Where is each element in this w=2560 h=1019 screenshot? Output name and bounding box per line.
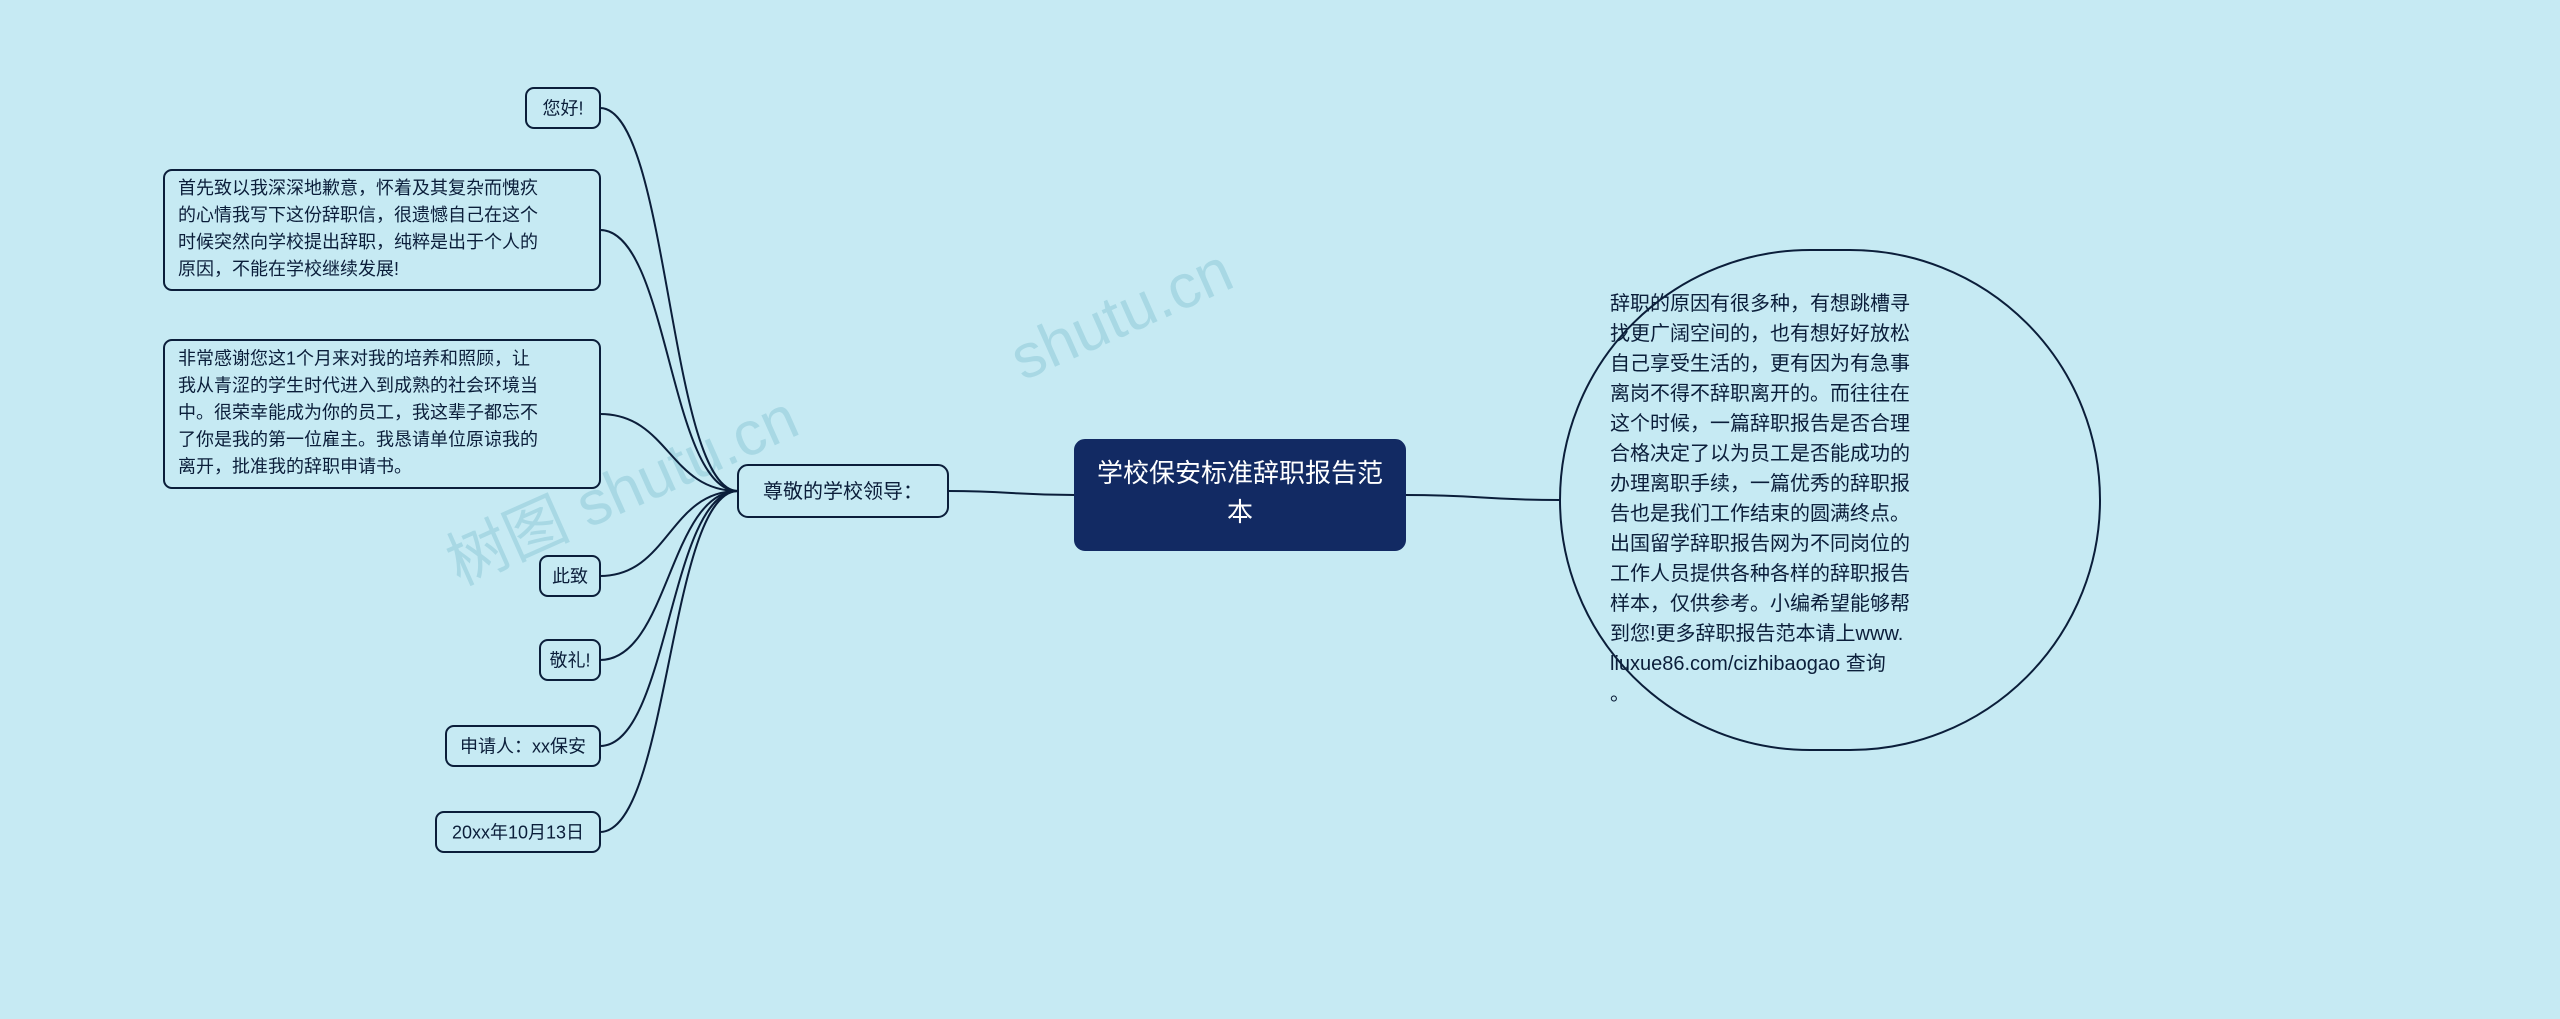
node-text-line: 告也是我们工作结束的圆满终点。 xyxy=(1610,502,1910,525)
node-text-line: 20xx年10月13日 xyxy=(452,822,584,842)
edge xyxy=(600,414,738,491)
node-text-line: 我从青涩的学生时代进入到成熟的社会环境当 xyxy=(178,376,538,396)
node-l3[interactable]: 非常感谢您这1个月来对我的培养和照顾，让我从青涩的学生时代进入到成熟的社会环境当… xyxy=(164,340,600,488)
node-l4[interactable]: 此致 xyxy=(540,556,600,596)
node-l5[interactable]: 敬礼! xyxy=(540,640,600,680)
edge xyxy=(1405,495,1560,500)
node-l7[interactable]: 20xx年10月13日 xyxy=(436,812,600,852)
node-text-line: 本 xyxy=(1227,497,1253,527)
node-right1[interactable]: 辞职的原因有很多种，有想跳槽寻找更广阔空间的，也有想好好放松自己享受生活的，更有… xyxy=(1560,250,2100,750)
node-text-line: 中。很荣幸能成为你的员工，我这辈子都忘不 xyxy=(178,403,538,423)
node-text-line: 原因，不能在学校继续发展! xyxy=(178,259,399,279)
node-text-line: 找更广阔空间的，也有想好好放松 xyxy=(1610,322,1910,345)
node-shape xyxy=(1075,440,1405,550)
node-text-line: 申请人：xx保安 xyxy=(460,736,586,756)
node-text-line: 到您!更多辞职报告范本请上www. xyxy=(1610,622,1903,645)
node-text-line: 首先致以我深深地歉意，怀着及其复杂而愧疚 xyxy=(178,178,538,198)
node-l1[interactable]: 您好! xyxy=(526,88,600,128)
node-text-line: 辞职的原因有很多种，有想跳槽寻 xyxy=(1610,292,1910,315)
node-text-line: 办理离职手续，一篇优秀的辞职报 xyxy=(1610,472,1910,495)
node-text-line: 出国留学辞职报告网为不同岗位的 xyxy=(1610,532,1910,555)
node-text-line: 尊敬的学校领导： xyxy=(763,480,923,503)
node-text-line: 自己享受生活的，更有因为有急事 xyxy=(1610,352,1910,375)
node-text-line: liuxue86.com/cizhibaogao 查询 xyxy=(1610,652,1886,675)
node-text-line: 。 xyxy=(1610,683,1630,705)
node-leftBranch[interactable]: 尊敬的学校领导： xyxy=(738,465,948,517)
edge xyxy=(600,491,738,832)
node-text-line: 敬礼! xyxy=(549,650,590,670)
mindmap-svg: 学校保安标准辞职报告范本 辞职的原因有很多种，有想跳槽寻找更广阔空间的，也有想好好… xyxy=(0,0,2560,1019)
node-text-line: 此致 xyxy=(552,566,588,586)
node-text-line: 您好! xyxy=(542,98,583,118)
mindmap-stage: 学校保安标准辞职报告范本 辞职的原因有很多种，有想跳槽寻找更广阔空间的，也有想好好… xyxy=(0,0,2560,1019)
edge xyxy=(600,491,738,660)
edge xyxy=(600,491,738,746)
node-text-line: 学校保安标准辞职报告范 xyxy=(1097,458,1383,488)
node-root[interactable]: 学校保安标准辞职报告范本 xyxy=(1075,440,1405,550)
edge xyxy=(600,108,738,491)
nodes: 学校保安标准辞职报告范本 辞职的原因有很多种，有想跳槽寻找更广阔空间的，也有想好好… xyxy=(164,88,2100,852)
node-l2[interactable]: 首先致以我深深地歉意，怀着及其复杂而愧疚的心情我写下这份辞职信，很遗憾自己在这个… xyxy=(164,170,600,290)
node-text-line: 工作人员提供各种各样的辞职报告 xyxy=(1610,562,1910,585)
node-text-line: 了你是我的第一位雇主。我恳请单位原谅我的 xyxy=(178,430,538,450)
node-text-line: 离开，批准我的辞职申请书。 xyxy=(178,457,412,477)
node-text-line: 的心情我写下这份辞职信，很遗憾自己在这个 xyxy=(178,205,538,225)
node-text-line: 时候突然向学校提出辞职，纯粹是出于个人的 xyxy=(178,232,538,252)
edge xyxy=(948,491,1075,495)
node-l6[interactable]: 申请人：xx保安 xyxy=(446,726,600,766)
node-text-line: 离岗不得不辞职离开的。而往往在 xyxy=(1610,382,1910,405)
node-text-line: 样本，仅供参考。小编希望能够帮 xyxy=(1610,592,1910,615)
node-text-line: 合格决定了以为员工是否能成功的 xyxy=(1610,442,1910,465)
node-text-line: 非常感谢您这1个月来对我的培养和照顾，让 xyxy=(178,349,530,369)
node-text-line: 这个时候，一篇辞职报告是否合理 xyxy=(1610,412,1910,435)
